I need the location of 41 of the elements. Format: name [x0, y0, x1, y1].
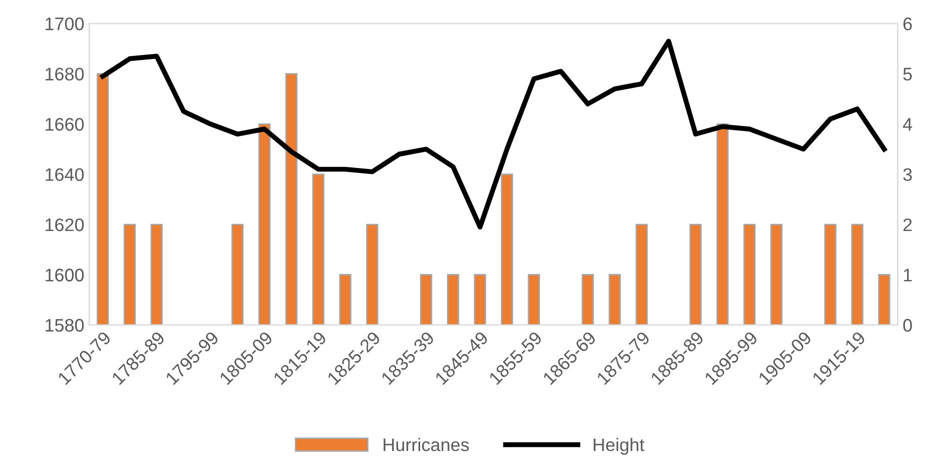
legend-label: Height [594, 438, 644, 455]
bar [285, 73, 298, 325]
bar [770, 224, 783, 325]
bar [851, 224, 864, 325]
bar [824, 224, 836, 325]
y2-tick-label: 1 [904, 268, 912, 282]
y-tick-label: 1660 [46, 118, 84, 131]
y2-tick-label: 4 [902, 118, 912, 131]
bar [690, 224, 702, 325]
y2-tick-label: 2 [903, 218, 912, 232]
line-series [100, 38, 887, 230]
bar [258, 123, 271, 325]
y2-tick-label: 5 [903, 68, 912, 81]
y-tick-label: 1700 [46, 17, 84, 30]
bar [339, 274, 352, 325]
bar [716, 123, 729, 325]
bar [420, 274, 432, 325]
bar [878, 274, 890, 325]
bar [124, 224, 136, 325]
y2-tick-label: 0 [903, 318, 912, 332]
y2-tick-label: 3 [903, 168, 912, 181]
bar [150, 224, 163, 325]
bar [528, 274, 540, 325]
bar [608, 274, 621, 325]
y-tick-label: 1600 [46, 268, 84, 282]
bar [446, 274, 460, 325]
bar [474, 274, 486, 325]
legend-label: Hurricanes [384, 438, 469, 452]
bar [743, 224, 756, 325]
y-tick-label: 1640 [46, 168, 84, 181]
bar [231, 224, 244, 325]
bar [636, 224, 648, 325]
bar [582, 274, 594, 325]
y2-tick-label: 6 [903, 17, 912, 30]
bar [96, 73, 109, 325]
y-tick-label: 1680 [46, 68, 84, 81]
y-tick-label: 1580 [46, 318, 84, 332]
bar [366, 224, 378, 325]
bar [500, 174, 514, 325]
bar [312, 174, 324, 325]
y-tick-label: 1620 [46, 218, 84, 232]
